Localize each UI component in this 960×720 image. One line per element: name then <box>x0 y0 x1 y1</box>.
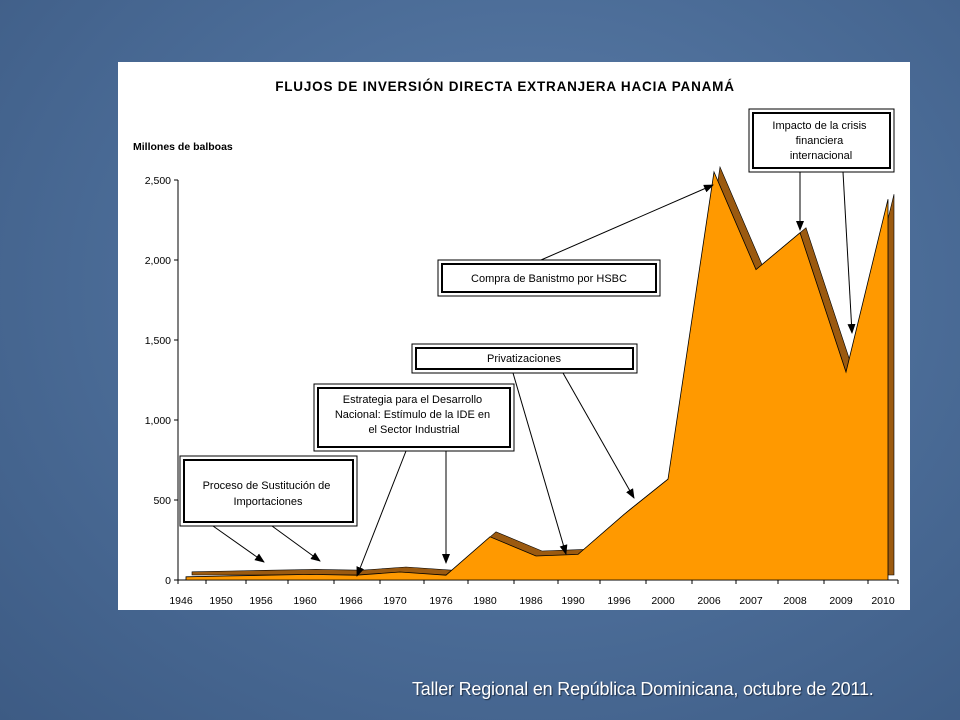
x-tick-label: 1950 <box>209 595 233 607</box>
data-point-1970 <box>399 571 401 573</box>
data-point-1986 <box>535 555 537 557</box>
y-axis-label: Millones de balboas <box>133 141 233 153</box>
y-tick-label: 1,500 <box>145 335 171 347</box>
data-point-2007 <box>755 268 757 270</box>
x-tick-label: 1986 <box>519 595 543 607</box>
x-tick-label: 2007 <box>739 595 763 607</box>
data-point-1946 <box>185 576 187 578</box>
data-point-2010 <box>887 198 889 200</box>
footer-caption: Taller Regional en República Dominicana,… <box>412 679 874 699</box>
x-tick-label: 1980 <box>473 595 497 607</box>
arrow-sustitucion-2 <box>271 525 321 562</box>
x-tick-label: 2006 <box>697 595 721 607</box>
arrow-estrategia-1 <box>356 450 407 577</box>
data-point-1990 <box>577 553 579 555</box>
data-point-2000 <box>667 478 669 480</box>
data-point-2009 <box>845 371 847 373</box>
arrow-hsbc <box>540 184 714 261</box>
chart-title: FLUJOS DE INVERSIÓN DIRECTA EXTRANJERA H… <box>275 79 735 94</box>
data-point-1950 <box>225 575 227 577</box>
x-tick-label: 1970 <box>383 595 407 607</box>
annotation-crisis-text: Impacto de la crisis financiera internac… <box>772 120 869 162</box>
data-point-1960 <box>309 573 311 575</box>
y-tick-label: 500 <box>153 495 171 507</box>
x-tick-label: 2008 <box>783 595 807 607</box>
annotation-hsbc: Compra de Banistmo por HSBC <box>437 259 661 297</box>
x-tick-label: 1976 <box>429 595 453 607</box>
x-tick-label: 2010 <box>871 595 895 607</box>
annotation-sustitucion: Proceso de Sustitución de Importaciones <box>179 455 358 527</box>
x-tick-label: 1966 <box>339 595 363 607</box>
y-ticks: 0 500 1,000 1,500 2,000 2,500 <box>145 175 178 587</box>
y-tick-label: 1,000 <box>145 415 171 427</box>
arrow-sustitucion-1 <box>212 525 265 563</box>
arrow-privatizaciones-1 <box>512 372 568 555</box>
x-ticks: 1946 1950 1956 1960 1966 1970 1976 1980 1986 1990… <box>169 580 899 607</box>
data-point-1976 <box>445 574 447 576</box>
y-tick-label: 2,000 <box>145 255 171 267</box>
data-point-2006 <box>713 171 715 173</box>
annotation-crisis: Impacto de la crisis financiera internac… <box>748 108 895 173</box>
x-tick-label: 1996 <box>607 595 631 607</box>
annotation-estrategia-text: Estrategia para el Desarrollo Nacional: … <box>335 394 493 436</box>
x-tick-label: 1956 <box>249 595 273 607</box>
annotation-arrows <box>212 171 856 577</box>
arrow-crisis-2 <box>842 171 856 334</box>
x-tick-label: 1946 <box>169 595 193 607</box>
annotation-privatizaciones: Privatizaciones <box>411 343 638 374</box>
y-tick-label: 2,500 <box>145 175 171 187</box>
area-fill <box>185 170 889 581</box>
data-point-2008 <box>799 232 801 234</box>
data-point-1956 <box>265 574 267 576</box>
x-tick-label: 1960 <box>293 595 317 607</box>
data-point-1996 <box>623 513 625 515</box>
annotation-estrategia: Estrategia para el Desarrollo Nacional: … <box>313 383 515 452</box>
x-tick-label: 2009 <box>829 595 853 607</box>
y-tick-label: 0 <box>165 575 171 587</box>
x-tick-label: 2000 <box>651 595 675 607</box>
annotation-hsbc-text: Compra de Banistmo por HSBC <box>471 273 627 285</box>
annotation-privatizaciones-text: Privatizaciones <box>487 353 561 365</box>
x-tick-label: 1990 <box>561 595 585 607</box>
data-point-1980 <box>489 536 491 538</box>
annotation-sustitucion-text: Proceso de Sustitución de Importaciones <box>203 480 334 508</box>
arrow-privatizaciones-2 <box>562 372 635 499</box>
